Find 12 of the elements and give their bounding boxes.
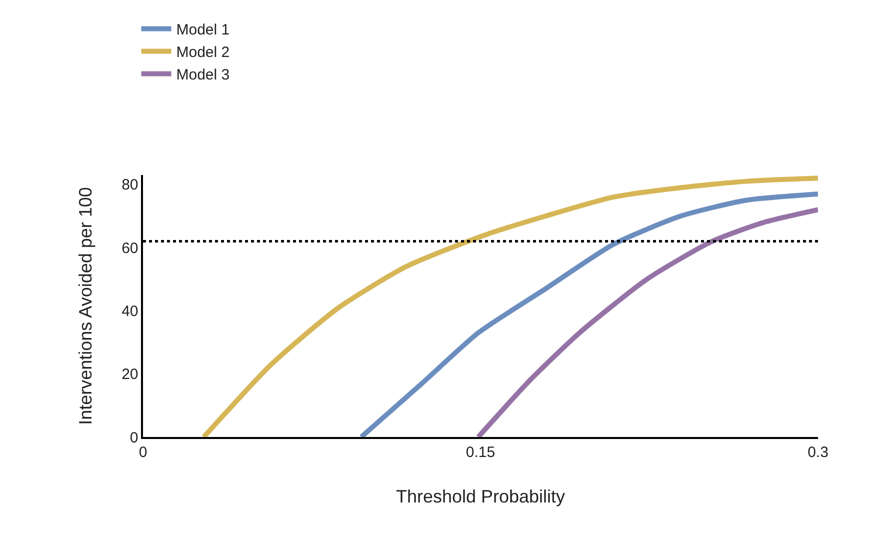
legend-label: Model 3 [176,66,230,84]
x-axis-title: Threshold Probability [396,486,566,506]
x-tick-label: 0.15 [466,444,496,461]
y-tick-label: 20 [122,366,138,384]
y-tick-label: 40 [122,302,138,320]
y-axis-title: Interventions Avoided per 100 [75,187,96,425]
y-tick-label: 80 [122,176,138,194]
x-tick-label: 0.3 [808,444,828,461]
legend-label: Model 1 [176,22,230,39]
legend-label: Model 2 [176,44,230,62]
y-tick-label: 60 [122,240,138,257]
y-tick-label: 0 [130,429,138,446]
